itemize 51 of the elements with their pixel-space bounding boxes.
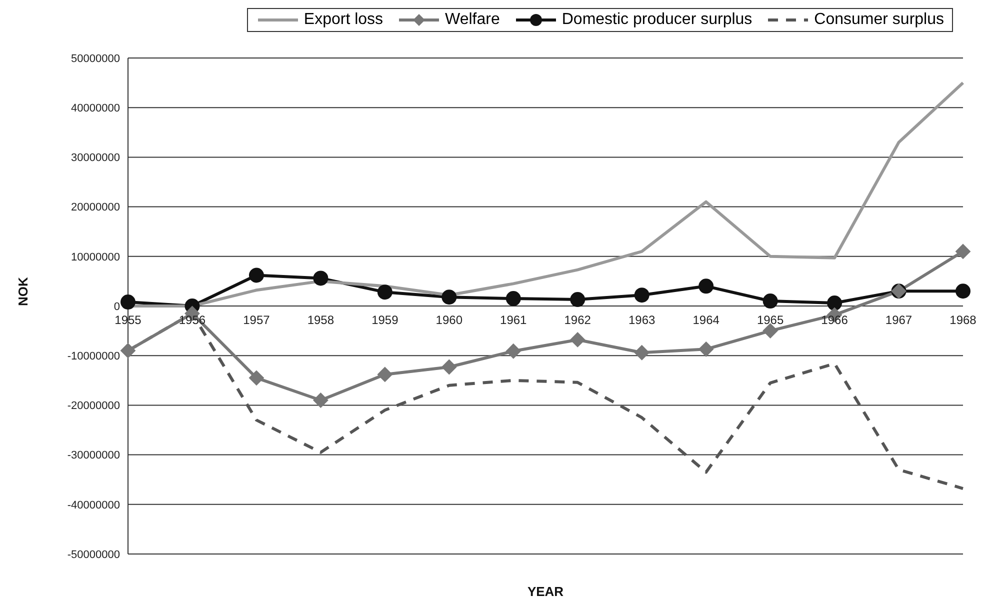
y-tick-label: 30000000 — [71, 152, 120, 164]
point — [956, 284, 970, 299]
x-tick-label: 1959 — [372, 313, 399, 327]
point — [506, 344, 521, 359]
y-tick-label: 0 — [114, 300, 120, 313]
x-tick-label: 1965 — [756, 313, 784, 327]
point — [248, 268, 264, 283]
y-tick-label: 10000000 — [71, 251, 120, 264]
x-tick-label: 1957 — [243, 313, 270, 327]
y-tick-label: 20000000 — [71, 202, 120, 214]
point — [570, 332, 586, 348]
y-tick-label: -50000000 — [67, 548, 120, 561]
x-tick-label: 1968 — [950, 313, 977, 327]
x-tick-label: 1961 — [500, 313, 528, 327]
point — [956, 244, 970, 259]
y-tick-label: -30000000 — [67, 450, 120, 462]
x-tick-label: 1958 — [307, 313, 334, 327]
y-axis-title: NOK — [16, 276, 31, 306]
y-tick-label: 40000000 — [71, 102, 120, 115]
point — [120, 343, 136, 358]
point — [570, 292, 586, 308]
point — [313, 270, 328, 286]
point — [698, 342, 714, 357]
x-axis-title: YEAR — [527, 584, 564, 599]
legend-label: Welfare — [444, 11, 500, 29]
legend-label: Consumer surplus — [813, 11, 944, 29]
legend-label: Domestic producer surplus — [560, 11, 752, 29]
x-tick-label: 1962 — [564, 313, 592, 327]
point — [827, 296, 842, 311]
x-tick-label: 1964 — [692, 313, 720, 327]
point — [762, 294, 778, 309]
point — [506, 291, 521, 306]
point — [442, 360, 457, 375]
x-tick-label: 1960 — [436, 313, 463, 327]
y-tick-label: -20000000 — [67, 400, 120, 412]
y-tick-label: -10000000 — [67, 350, 120, 363]
point — [377, 366, 392, 382]
point — [442, 290, 457, 305]
y-tick-label: -40000000 — [67, 499, 120, 512]
y-tick-label: 50000000 — [71, 52, 120, 65]
x-tick-label: 1967 — [885, 313, 912, 327]
x-tick-label: 1963 — [628, 313, 656, 327]
point — [634, 345, 650, 360]
point — [248, 370, 264, 386]
point — [377, 284, 392, 300]
point — [634, 288, 650, 303]
point — [762, 323, 778, 338]
point — [313, 392, 328, 408]
legend-label: Export loss — [302, 11, 384, 29]
point — [698, 278, 714, 294]
point — [120, 294, 136, 310]
